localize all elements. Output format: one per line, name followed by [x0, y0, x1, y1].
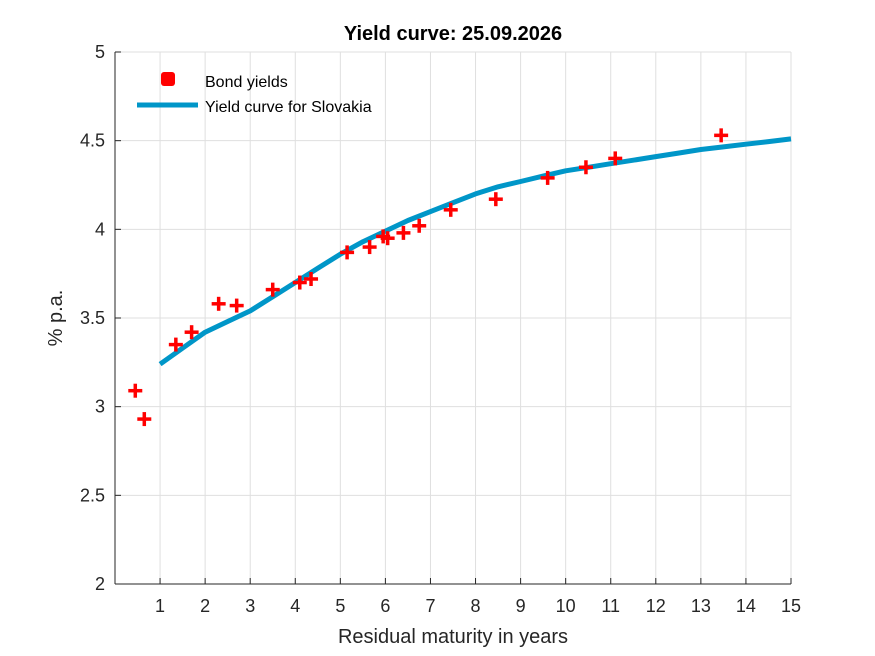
bond-yield-point — [412, 218, 427, 233]
y-tick-label: 3.5 — [80, 308, 105, 328]
chart-title: Yield curve: 25.09.2026 — [344, 23, 562, 45]
y-tick-label: 3 — [95, 397, 105, 417]
legend-marker-bond-yields — [161, 72, 175, 86]
bond-yield-point — [229, 298, 244, 313]
x-tick-label: 15 — [781, 596, 801, 616]
x-axis-label: Residual maturity in years — [338, 626, 568, 648]
bond-yield-point — [362, 240, 377, 255]
bond-yield-point — [540, 170, 555, 185]
x-tick-label: 5 — [335, 596, 345, 616]
bond-yield-point — [184, 325, 199, 340]
x-tick-label: 7 — [425, 596, 435, 616]
x-tick-label: 9 — [516, 596, 526, 616]
x-tick-label: 10 — [556, 596, 576, 616]
x-tick-label: 12 — [646, 596, 666, 616]
legend-label-yield-curve: Yield curve for Slovakia — [205, 99, 372, 116]
x-tick-label: 11 — [601, 596, 620, 616]
bond-yield-point — [265, 282, 280, 297]
x-tick-label: 4 — [290, 596, 300, 616]
series — [128, 128, 792, 427]
x-tick-label: 3 — [245, 596, 255, 616]
y-axis-label: % p.a. — [45, 290, 67, 347]
x-tick-label: 14 — [736, 596, 756, 616]
y-tick-label: 4.5 — [80, 131, 105, 151]
bond-yield-point — [380, 231, 395, 246]
x-tick-label: 13 — [691, 596, 711, 616]
y-tick-label: 5 — [95, 42, 105, 62]
bond-yield-point — [608, 151, 623, 166]
bond-yield-point — [211, 296, 226, 311]
y-tick-label: 4 — [95, 219, 105, 239]
bond-yield-point — [443, 202, 458, 217]
bond-yield-point — [396, 225, 411, 240]
bond-yield-point — [578, 160, 593, 175]
bond-yield-point — [292, 275, 307, 290]
bond-yield-point — [168, 337, 183, 352]
bond-yield-point — [137, 412, 152, 427]
bond-yield-point — [128, 383, 143, 398]
x-tick-labels: 1 2 3 4 5 6 7 8 9 10 11 12 13 14 15 — [155, 596, 801, 616]
yield-curve-line — [158, 136, 792, 367]
x-tick-label: 2 — [200, 596, 210, 616]
x-tick-label: 8 — [471, 596, 481, 616]
y-tick-label: 2.5 — [80, 485, 105, 505]
bond-yield-point — [714, 128, 729, 143]
x-tick-label: 1 — [155, 596, 165, 616]
bond-yield-point — [340, 245, 355, 260]
axes — [114, 51, 792, 585]
bond-yield-point — [488, 192, 503, 207]
x-tick-label: 6 — [380, 596, 390, 616]
legend: Bond yields Yield curve for Slovakia — [137, 72, 372, 116]
y-tick-labels: 2 2.5 3 3.5 4 4.5 5 — [80, 42, 105, 594]
y-tick-label: 2 — [95, 574, 105, 594]
bond-yield-point — [304, 271, 319, 286]
legend-label-bond-yields: Bond yields — [205, 74, 288, 91]
